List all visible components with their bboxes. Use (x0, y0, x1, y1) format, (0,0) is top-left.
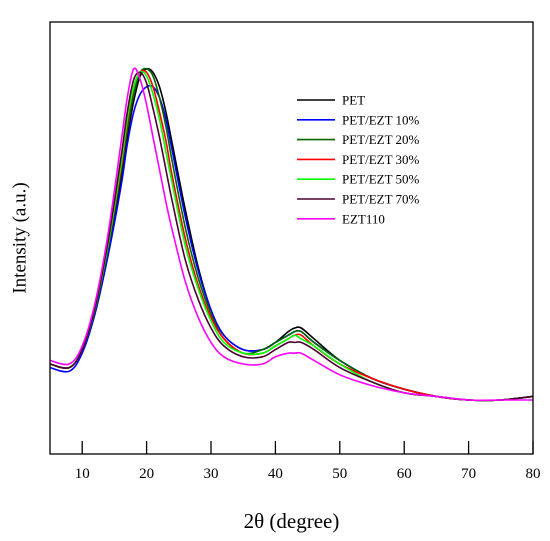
x-tick-label: 10 (75, 466, 90, 482)
x-tick-label: 50 (332, 466, 347, 482)
series-line-0 (49, 67, 534, 402)
legend-item: PET/EZT 20% (297, 132, 420, 147)
y-axis-label: Intensity (a.u.) (9, 182, 30, 293)
legend-item: PET/EZT 50% (297, 172, 420, 187)
x-tick-label: 70 (461, 466, 476, 482)
x-tick-label: 80 (526, 466, 541, 482)
x-axis-label: 2θ (degree) (244, 509, 340, 533)
series-line-6 (49, 67, 533, 402)
legend-label: EZT110 (342, 211, 385, 226)
x-tick-label: 40 (268, 466, 283, 482)
x-tick-label: 20 (139, 466, 154, 482)
x-axis-ticks: 10 20 30 40 50 60 70 80 (75, 441, 541, 482)
legend-label: PET/EZT 30% (342, 152, 420, 167)
legend-label: PET/EZT 10% (342, 112, 420, 127)
series-line-2 (49, 67, 534, 402)
x-tick-label: 60 (397, 466, 412, 482)
series-line-5 (49, 71, 534, 402)
legend: PET PET/EZT 10% PET/EZT 20% PET/EZT 30% PET/… (297, 93, 420, 226)
legend-label: PET/EZT 50% (342, 172, 420, 187)
plot-frame (49, 21, 534, 455)
legend-item: PET/EZT 10% (297, 112, 420, 127)
series-line-4 (49, 70, 534, 402)
legend-item: PET (297, 93, 365, 108)
legend-item: PET/EZT 30% (297, 152, 420, 167)
x-tick-label: 30 (204, 466, 219, 482)
legend-item: EZT110 (297, 211, 385, 226)
legend-label: PET/EZT 20% (342, 132, 420, 147)
legend-label: PET (342, 93, 365, 108)
series-curves (49, 67, 534, 402)
legend-item: PET/EZT 70% (297, 192, 420, 207)
legend-label: PET/EZT 70% (342, 192, 420, 207)
series-line-3 (49, 69, 534, 402)
